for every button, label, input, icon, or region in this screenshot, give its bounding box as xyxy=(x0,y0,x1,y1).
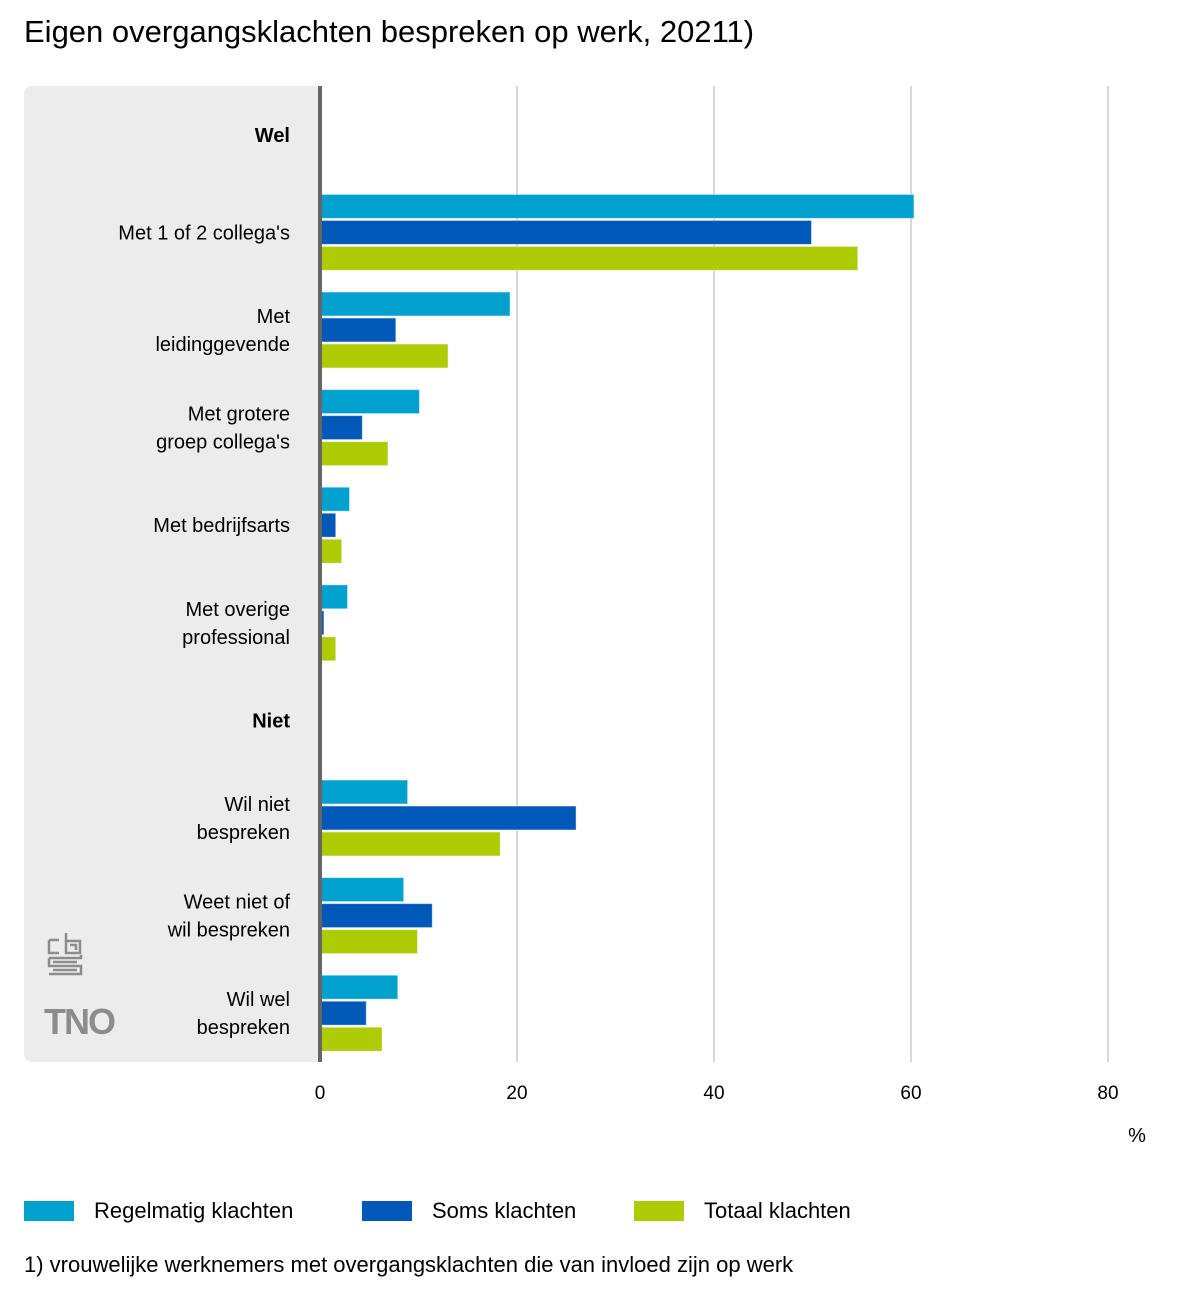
bar xyxy=(319,317,397,343)
category-label: Met bedrijfsarts xyxy=(153,515,290,537)
bar xyxy=(319,486,351,512)
x-axis-label: % xyxy=(1128,1125,1146,1147)
category-label: Wil wel xyxy=(227,989,290,1011)
legend-label: Soms klachten xyxy=(432,1198,577,1223)
bar xyxy=(319,636,337,662)
category-label: leidinggevende xyxy=(155,334,290,356)
bar xyxy=(319,805,577,831)
bar xyxy=(319,903,433,929)
bar xyxy=(319,1026,383,1052)
bar xyxy=(319,219,813,245)
bar xyxy=(319,291,511,317)
legend-item-totaal: Totaal klachten xyxy=(634,1198,851,1224)
bar xyxy=(319,193,915,219)
category-label: Met grotere xyxy=(188,404,290,426)
category-label: Met 1 of 2 collega's xyxy=(118,222,290,244)
legend-item-regelmatig: Regelmatig klachten xyxy=(24,1198,293,1224)
x-tick-label: 20 xyxy=(506,1083,527,1104)
x-tick-label: 80 xyxy=(1097,1083,1118,1104)
bar xyxy=(319,831,501,857)
bar xyxy=(319,974,399,1000)
group-heading: Wel xyxy=(255,125,290,147)
bar xyxy=(319,343,449,369)
bar xyxy=(319,245,859,271)
bar xyxy=(319,584,349,610)
legend-swatch xyxy=(634,1201,684,1221)
category-label: Met xyxy=(257,306,291,328)
bar xyxy=(319,441,389,467)
cbs-logo-icon xyxy=(47,933,83,976)
category-panel xyxy=(24,86,320,1062)
legend-label: Totaal klachten xyxy=(704,1198,851,1223)
legend-item-soms: Soms klachten xyxy=(362,1198,576,1224)
category-label: bespreken xyxy=(197,1017,290,1039)
bar xyxy=(319,389,420,415)
bar xyxy=(319,877,405,903)
x-tick-label: 0 xyxy=(315,1083,326,1104)
footnote: 1) vrouwelijke werknemers met overgangsk… xyxy=(24,1252,794,1277)
bar xyxy=(319,779,409,805)
legend-label: Regelmatig klachten xyxy=(94,1198,294,1223)
legend-swatch xyxy=(24,1201,74,1221)
category-label: Weet niet of xyxy=(184,892,291,914)
group-heading: Niet xyxy=(252,710,290,732)
x-tick-label: 60 xyxy=(900,1083,921,1104)
bar xyxy=(319,415,363,441)
tno-logo-icon: TNO xyxy=(44,1001,115,1042)
bar xyxy=(319,1000,367,1026)
bar xyxy=(319,512,337,538)
category-label: groep collega's xyxy=(156,432,290,454)
legend-swatch xyxy=(362,1201,412,1221)
category-label: wil bespreken xyxy=(167,920,290,942)
category-label: professional xyxy=(182,627,290,649)
category-label: Wil niet xyxy=(224,794,290,816)
bar xyxy=(319,538,343,564)
category-label: Met overige xyxy=(186,599,291,621)
category-label: bespreken xyxy=(197,822,290,844)
chart-title: Eigen overgangsklachten bespreken op wer… xyxy=(24,14,755,49)
x-tick-label: 40 xyxy=(703,1083,724,1104)
bar xyxy=(319,929,419,955)
